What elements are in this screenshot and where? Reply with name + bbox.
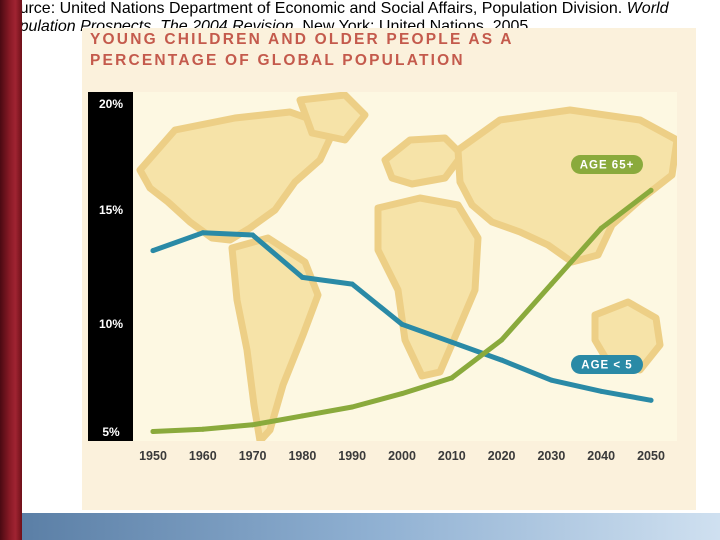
x-tick-label: 2040 (587, 449, 615, 463)
data-point (299, 413, 305, 419)
data-point (250, 232, 256, 238)
series-label-text: AGE 65+ (580, 160, 635, 172)
y-tick-label: 20% (99, 97, 123, 111)
chart-title-line-2: PERCENTAGE OF GLOBAL POPULATION (90, 52, 465, 69)
data-point (598, 388, 604, 394)
series-label-pill (571, 155, 643, 174)
map-europe (381, 134, 466, 188)
data-point (200, 426, 206, 432)
data-point (648, 397, 654, 403)
x-tick-label: 1990 (338, 449, 366, 463)
data-point (598, 225, 604, 231)
data-point (399, 391, 405, 397)
x-tick-label: 1970 (239, 449, 267, 463)
data-point (150, 429, 156, 435)
data-point (449, 375, 455, 381)
series-label-text: AGE < 5 (581, 360, 632, 372)
map-africa (374, 194, 482, 380)
x-tick-label: 1950 (139, 449, 167, 463)
series-label-age-65-plus: AGE 65+ (571, 155, 643, 174)
data-point (548, 281, 554, 287)
x-tick-label: 2020 (488, 449, 516, 463)
map-south-america (228, 234, 322, 441)
data-point (499, 357, 505, 363)
data-point (648, 187, 654, 193)
map-asia (454, 106, 677, 266)
y-tick-label: 15% (99, 203, 123, 217)
world-map-background (136, 92, 677, 441)
x-tick-label: 2000 (388, 449, 416, 463)
source-italic-1: World (626, 0, 669, 17)
x-tick-label: 2050 (637, 449, 665, 463)
data-point (499, 337, 505, 343)
map-australia (591, 298, 664, 374)
source-line-1: Source: United Nations Department of Eco… (0, 0, 720, 18)
data-point (299, 274, 305, 280)
map-greenland (296, 92, 369, 144)
bottom-accent-bar (22, 513, 720, 540)
x-tick-label: 2010 (438, 449, 466, 463)
data-point (449, 339, 455, 345)
map-north-america (136, 108, 339, 244)
data-point (150, 248, 156, 254)
data-point (399, 321, 405, 327)
data-point (250, 422, 256, 428)
x-tick-label: 2030 (537, 449, 565, 463)
data-point (200, 230, 206, 236)
chart-title: YOUNG CHILDREN AND OLDER PEOPLE AS A PER… (90, 29, 514, 71)
data-point (548, 377, 554, 383)
left-accent-bar (0, 0, 22, 540)
data-point (349, 281, 355, 287)
chart-title-line-1: YOUNG CHILDREN AND OLDER PEOPLE AS A (90, 31, 514, 48)
series-label-age-under-5: AGE < 5 (571, 355, 643, 374)
source-prefix: Source: United Nations Department of Eco… (0, 0, 627, 17)
data-point (349, 404, 355, 410)
y-tick-label: 10% (99, 317, 123, 331)
series-label-pill (571, 355, 643, 374)
y-axis-band (88, 92, 133, 441)
x-tick-label: 1980 (288, 449, 316, 463)
x-tick-label: 1960 (189, 449, 217, 463)
y-tick-label: 5% (102, 425, 120, 439)
